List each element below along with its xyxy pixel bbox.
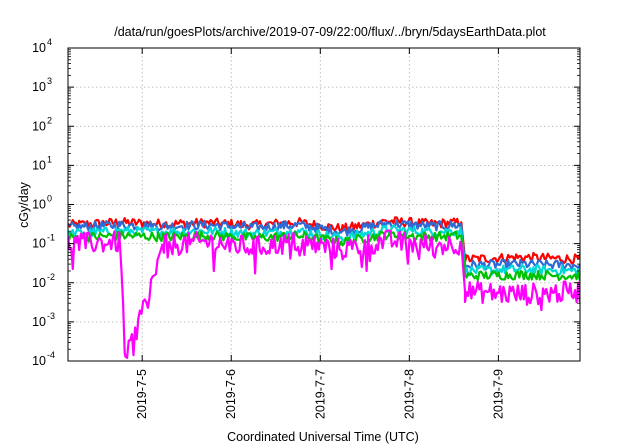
- y-tick-label: 10: [32, 315, 46, 329]
- x-tick-label: 2019-7-8: [402, 369, 416, 419]
- y-tick-label: 10: [32, 41, 46, 55]
- y-tick-base: 10: [32, 158, 46, 172]
- x-tick-label: 2019-7-7: [313, 369, 327, 419]
- y-tick-base: 10: [32, 315, 46, 329]
- y-tick-label: 10: [32, 119, 46, 133]
- x-tick-label: 2019-7-6: [224, 369, 238, 419]
- x-tick-label: 2019-7-9: [491, 369, 505, 419]
- y-tick-label: 10: [32, 198, 46, 212]
- y-tick-base: 10: [32, 119, 46, 133]
- y-tick-label: 10: [32, 237, 46, 251]
- y-tick-base: 10: [32, 354, 46, 368]
- x-axis-label: Coordinated Universal Time (UTC): [227, 430, 419, 444]
- y-tick-exponent: 2: [47, 115, 52, 125]
- y-tick-label: 10: [32, 354, 46, 368]
- series-line: [68, 229, 580, 282]
- series-line: [68, 229, 580, 359]
- y-tick-exponent: -4: [47, 350, 55, 360]
- y-tick-exponent: 1: [47, 154, 52, 164]
- y-tick-label: 10: [32, 276, 46, 290]
- y-tick-base: 10: [32, 276, 46, 290]
- y-tick-exponent: 0: [47, 194, 52, 204]
- chart-title: /data/run/goesPlots/archive/2019-07-09/2…: [114, 25, 546, 39]
- series-layer: [68, 216, 580, 359]
- y-tick-label: 10: [32, 80, 46, 94]
- y-tick-base: 10: [32, 80, 46, 94]
- y-tick-exponent: -2: [47, 272, 55, 282]
- x-ticks: 2019-7-5 2019-7-6 2019-7-7 2019-7-8 2019-7-9: [135, 48, 505, 419]
- y-tick-exponent: 4: [47, 37, 52, 47]
- y-tick-base: 10: [32, 198, 46, 212]
- y-tick-exponent: 3: [47, 76, 52, 86]
- y-tick-base: 10: [32, 41, 46, 55]
- y-tick-exponent: -1: [47, 233, 55, 243]
- series-line: [68, 219, 580, 271]
- y-tick-exponent: -3: [47, 311, 55, 321]
- y-tick-label: 10: [32, 158, 46, 172]
- y-axis-label: cGy/day: [17, 181, 31, 228]
- grid: [68, 48, 580, 361]
- y-tick-base: 10: [32, 237, 46, 251]
- x-tick-label: 2019-7-5: [135, 369, 149, 419]
